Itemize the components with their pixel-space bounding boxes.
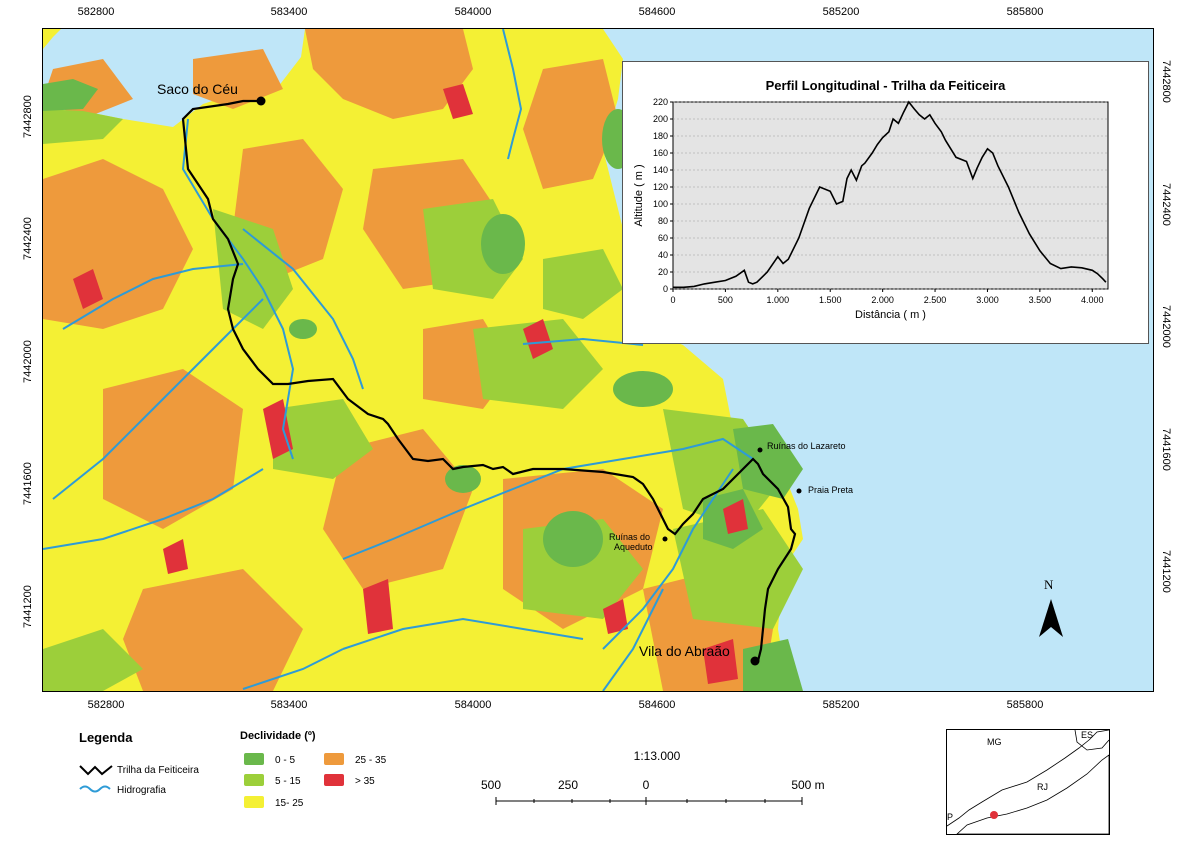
point-ruinas-aqueduto	[662, 536, 668, 542]
y-tick-label: 40	[658, 250, 668, 260]
x-tick-top-1: 582800	[77, 6, 115, 18]
y-tick-left-2: 7442400	[22, 217, 34, 260]
label-saco-do-ceu: Saco do Céu	[157, 81, 238, 97]
inset-label-es: ES	[1081, 730, 1094, 740]
swatch-gt-35	[324, 774, 344, 786]
legend-trail-label: Trilha da Feiticeira	[117, 765, 199, 776]
swatch-5-15	[244, 774, 264, 786]
x-tick-label: 3.000	[976, 295, 999, 305]
swatch-25-35	[324, 753, 344, 765]
y-tick-label: 20	[658, 267, 668, 277]
hydrography	[43, 29, 754, 691]
y-tick-label: 140	[653, 165, 668, 175]
slope-0-5-zones	[43, 79, 803, 691]
profile-title: Perfil Longitudinal - Trilha da Feiticei…	[765, 78, 1006, 93]
x-tick-top-3: 584000	[454, 6, 492, 18]
plot-area	[672, 101, 1109, 290]
x-tick-label: 2.000	[871, 295, 894, 305]
y-tick-left-1: 7442800	[22, 95, 34, 138]
x-tick-label: 4.000	[1081, 295, 1104, 305]
x-tick-bottom-4: 584600	[638, 699, 676, 711]
slope-class-gt-35: > 35	[355, 776, 375, 787]
point-ruinas-lazareto	[757, 447, 763, 453]
inset-label-mg: MG	[987, 737, 1002, 747]
y-tick-label: 160	[653, 148, 668, 158]
y-tick-right-3: 7442000	[1160, 305, 1172, 348]
y-tick-label: 120	[653, 182, 668, 192]
x-tick-label: 500	[718, 295, 733, 305]
x-tick-label: 3.500	[1029, 295, 1052, 305]
slope-map[interactable]: Saco do Céu Vila do Abraão Ruínas do Laz…	[42, 28, 1154, 692]
x-tick-bottom-2: 583400	[270, 699, 308, 711]
slope-class-0-5: 0 - 5	[275, 755, 296, 766]
location-inset-map: MG ES RJ P	[946, 729, 1110, 835]
x-tick-top-5: 585200	[822, 6, 860, 18]
label-ruinas-lazareto: Ruínas do Lazareto	[767, 441, 846, 451]
x-tick-top-6: 585800	[1006, 6, 1044, 18]
y-tick-label: 80	[658, 216, 668, 226]
label-ruinas-aqueduto-1: Ruínas do	[609, 532, 651, 542]
point-saco-do-ceu	[256, 96, 266, 106]
slope-map-canvas	[43, 29, 1153, 691]
swatch-0-5	[244, 753, 264, 765]
x-tick-label: 0	[670, 295, 675, 305]
point-praia-preta	[796, 488, 802, 494]
elevation-profile-chart: 0 20 40 60 80 100 120 140 160 180 200 220 0 500 1.000 1…	[633, 97, 1109, 321]
x-tick-top-2: 583400	[270, 6, 308, 18]
x-tick-bottom-5: 585200	[822, 699, 860, 711]
inset-map-shapes	[947, 730, 1109, 834]
trail-legend-icon	[79, 765, 113, 776]
map-points	[256, 96, 802, 666]
x-tick-top-4: 584600	[638, 6, 676, 18]
x-tick-label: 1.000	[767, 295, 790, 305]
y-tick-right-2: 7442400	[1160, 183, 1172, 226]
slope-class-15-25: 15- 25	[275, 798, 304, 809]
legend-title: Legenda	[79, 730, 133, 745]
label-vila-do-abraao: Vila do Abraão	[639, 643, 730, 659]
y-axis-label: Altitude ( m )	[633, 164, 645, 226]
north-arrow-icon	[1039, 599, 1063, 637]
y-tick-label: 200	[653, 114, 668, 124]
trail-feiticeira	[181, 99, 797, 662]
y-tick-label: 100	[653, 199, 668, 209]
legend-hydro-label: Hidrografia	[117, 785, 166, 796]
y-tick-right-5: 7441200	[1160, 550, 1172, 593]
x-tick-bottom-3: 584000	[454, 699, 492, 711]
x-tick-label: 1.500	[819, 295, 842, 305]
scale-bar	[495, 797, 803, 805]
y-tick-label: 0	[663, 284, 668, 294]
slope-class-25-35: 25 - 35	[355, 755, 387, 766]
slope-class-5-15: 5 - 15	[275, 776, 301, 787]
y-tick-right-4: 7441600	[1160, 428, 1172, 471]
scale-ratio: 1:13.000	[633, 749, 681, 763]
study-area-marker	[990, 811, 998, 819]
label-ruinas-aqueduto-2: Aqueduto	[614, 542, 653, 552]
y-tick-left-3: 7442000	[22, 340, 34, 383]
scale-label-0: 0	[642, 778, 650, 792]
scale-label-500-right: 500 m	[791, 778, 825, 792]
slope-gt-35-zones	[73, 84, 748, 684]
x-tick-bottom-1: 582800	[87, 699, 125, 711]
y-tick-label: 220	[653, 97, 668, 107]
inset-label-rj: RJ	[1037, 782, 1048, 792]
y-tick-left-4: 7441600	[22, 462, 34, 505]
river-legend-icon	[79, 785, 111, 793]
point-vila-do-abraao	[750, 656, 760, 666]
label-praia-preta: Praia Preta	[808, 485, 854, 495]
north-label: N	[1044, 577, 1054, 592]
x-tick-label: 2.500	[924, 295, 947, 305]
swatch-15-25	[244, 796, 264, 808]
x-axis-label: Distância ( m )	[855, 309, 926, 321]
y-tick-label: 60	[658, 233, 668, 243]
scale-label-500-left: 500	[480, 778, 502, 792]
y-tick-right-1: 7442800	[1160, 60, 1172, 103]
slope-legend-title: Declividade (º)	[240, 730, 316, 742]
y-tick-left-5: 7441200	[22, 585, 34, 628]
elevation-profile-panel: Perfil Longitudinal - Trilha da Feiticei…	[622, 61, 1149, 344]
y-tick-label: 180	[653, 131, 668, 141]
x-tick-bottom-6: 585800	[1006, 699, 1044, 711]
inset-label-p: P	[947, 812, 954, 822]
scale-label-250: 250	[557, 778, 579, 792]
elevation-line	[673, 100, 1107, 289]
